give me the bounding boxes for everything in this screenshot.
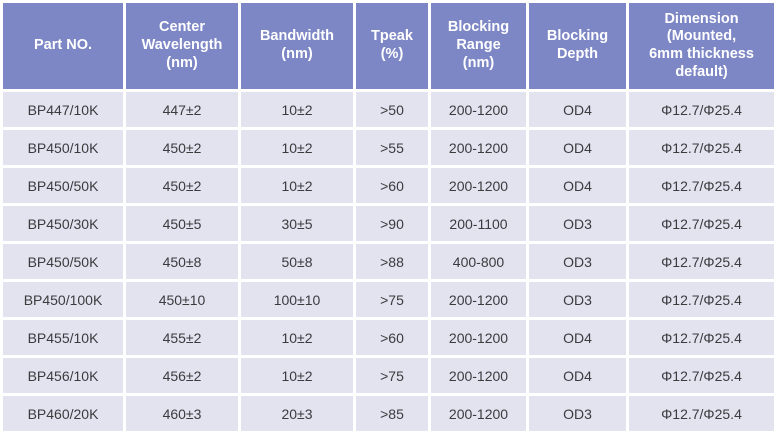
cell-dimension: Φ12.7/Φ25.4	[629, 130, 774, 165]
cell-blocking-depth: OD3	[529, 206, 626, 241]
column-header-dimension: Dimension (Mounted, 6mm thickness defaul…	[629, 3, 774, 89]
column-header-center-wavelength: Center Wavelength (nm)	[126, 3, 238, 89]
cell-dimension: Φ12.7/Φ25.4	[629, 396, 774, 431]
cell-part-no: BP450/50K	[3, 244, 123, 279]
cell-center-wavelength: 450±2	[126, 168, 238, 203]
cell-bandwidth: 20±3	[241, 396, 353, 431]
table-row: BP455/10K 455±2 10±2 >60 200-1200 OD4 Φ12.7/Φ2…	[3, 320, 774, 355]
cell-blocking-depth: OD3	[529, 244, 626, 279]
table-row: BP460/20K 460±3 20±3 >85 200-1200 OD3 Φ12.7/Φ2…	[3, 396, 774, 431]
cell-bandwidth: 10±2	[241, 130, 353, 165]
cell-tpeak: >50	[356, 92, 428, 127]
cell-center-wavelength: 450±2	[126, 130, 238, 165]
table-row: BP456/10K 456±2 10±2 >75 200-1200 OD4 Φ12.7/Φ2…	[3, 358, 774, 393]
column-header-blocking-range: Blocking Range (nm)	[431, 3, 526, 89]
table-row: BP450/50K 450±2 10±2 >60 200-1200 OD4 Φ12.7/Φ2…	[3, 168, 774, 203]
header-row: Part NO. Center Wavelength (nm) Bandwidt…	[3, 3, 774, 89]
cell-tpeak: >90	[356, 206, 428, 241]
cell-bandwidth: 10±2	[241, 168, 353, 203]
cell-tpeak: >75	[356, 282, 428, 317]
cell-blocking-depth: OD4	[529, 320, 626, 355]
table-row: BP450/30K 450±5 30±5 >90 200-1100 OD3 Φ12.7/Φ2…	[3, 206, 774, 241]
cell-dimension: Φ12.7/Φ25.4	[629, 206, 774, 241]
cell-center-wavelength: 450±10	[126, 282, 238, 317]
cell-bandwidth: 30±5	[241, 206, 353, 241]
cell-blocking-range: 400-800	[431, 244, 526, 279]
cell-center-wavelength: 456±2	[126, 358, 238, 393]
cell-center-wavelength: 450±8	[126, 244, 238, 279]
column-header-blocking-depth: Blocking Depth	[529, 3, 626, 89]
cell-dimension: Φ12.7/Φ25.4	[629, 320, 774, 355]
table-body: BP447/10K 447±2 10±2 >50 200-1200 OD4 Φ12.7/Φ2…	[3, 92, 774, 431]
cell-blocking-depth: OD4	[529, 92, 626, 127]
cell-part-no: BP450/50K	[3, 168, 123, 203]
table-row: BP450/100K 450±10 100±10 >75 200-1200 OD3 Φ12.…	[3, 282, 774, 317]
cell-bandwidth: 50±8	[241, 244, 353, 279]
cell-dimension: Φ12.7/Φ25.4	[629, 168, 774, 203]
column-header-tpeak: Tpeak (%)	[356, 3, 428, 89]
cell-blocking-depth: OD3	[529, 396, 626, 431]
cell-dimension: Φ12.7/Φ25.4	[629, 244, 774, 279]
cell-blocking-range: 200-1200	[431, 320, 526, 355]
cell-tpeak: >60	[356, 320, 428, 355]
cell-center-wavelength: 460±3	[126, 396, 238, 431]
cell-center-wavelength: 447±2	[126, 92, 238, 127]
cell-part-no: BP456/10K	[3, 358, 123, 393]
table-row: BP450/10K 450±2 10±2 >55 200-1200 OD4 Φ12.7/Φ2…	[3, 130, 774, 165]
cell-bandwidth: 100±10	[241, 282, 353, 317]
cell-part-no: BP450/10K	[3, 130, 123, 165]
cell-part-no: BP455/10K	[3, 320, 123, 355]
cell-tpeak: >85	[356, 396, 428, 431]
cell-dimension: Φ12.7/Φ25.4	[629, 282, 774, 317]
table-row: BP450/50K 450±8 50±8 >88 400-800 OD3 Φ12.7/Φ25…	[3, 244, 774, 279]
column-header-part-no: Part NO.	[3, 3, 123, 89]
cell-blocking-range: 200-1200	[431, 130, 526, 165]
cell-part-no: BP450/100K	[3, 282, 123, 317]
cell-blocking-depth: OD3	[529, 282, 626, 317]
cell-part-no: BP460/20K	[3, 396, 123, 431]
cell-blocking-range: 200-1200	[431, 282, 526, 317]
cell-blocking-range: 200-1200	[431, 168, 526, 203]
cell-blocking-depth: OD4	[529, 358, 626, 393]
cell-blocking-range: 200-1200	[431, 92, 526, 127]
cell-blocking-range: 200-1200	[431, 396, 526, 431]
cell-center-wavelength: 450±5	[126, 206, 238, 241]
cell-blocking-range: 200-1200	[431, 358, 526, 393]
column-header-bandwidth: Bandwidth (nm)	[241, 3, 353, 89]
cell-part-no: BP447/10K	[3, 92, 123, 127]
cell-blocking-range: 200-1100	[431, 206, 526, 241]
cell-blocking-depth: OD4	[529, 168, 626, 203]
cell-tpeak: >88	[356, 244, 428, 279]
cell-bandwidth: 10±2	[241, 320, 353, 355]
cell-blocking-depth: OD4	[529, 130, 626, 165]
cell-bandwidth: 10±2	[241, 358, 353, 393]
cell-center-wavelength: 455±2	[126, 320, 238, 355]
cell-dimension: Φ12.7/Φ25.4	[629, 358, 774, 393]
table-row: BP447/10K 447±2 10±2 >50 200-1200 OD4 Φ12.7/Φ2…	[3, 92, 774, 127]
cell-part-no: BP450/30K	[3, 206, 123, 241]
cell-dimension: Φ12.7/Φ25.4	[629, 92, 774, 127]
cell-tpeak: >55	[356, 130, 428, 165]
cell-tpeak: >75	[356, 358, 428, 393]
cell-tpeak: >60	[356, 168, 428, 203]
cell-bandwidth: 10±2	[241, 92, 353, 127]
